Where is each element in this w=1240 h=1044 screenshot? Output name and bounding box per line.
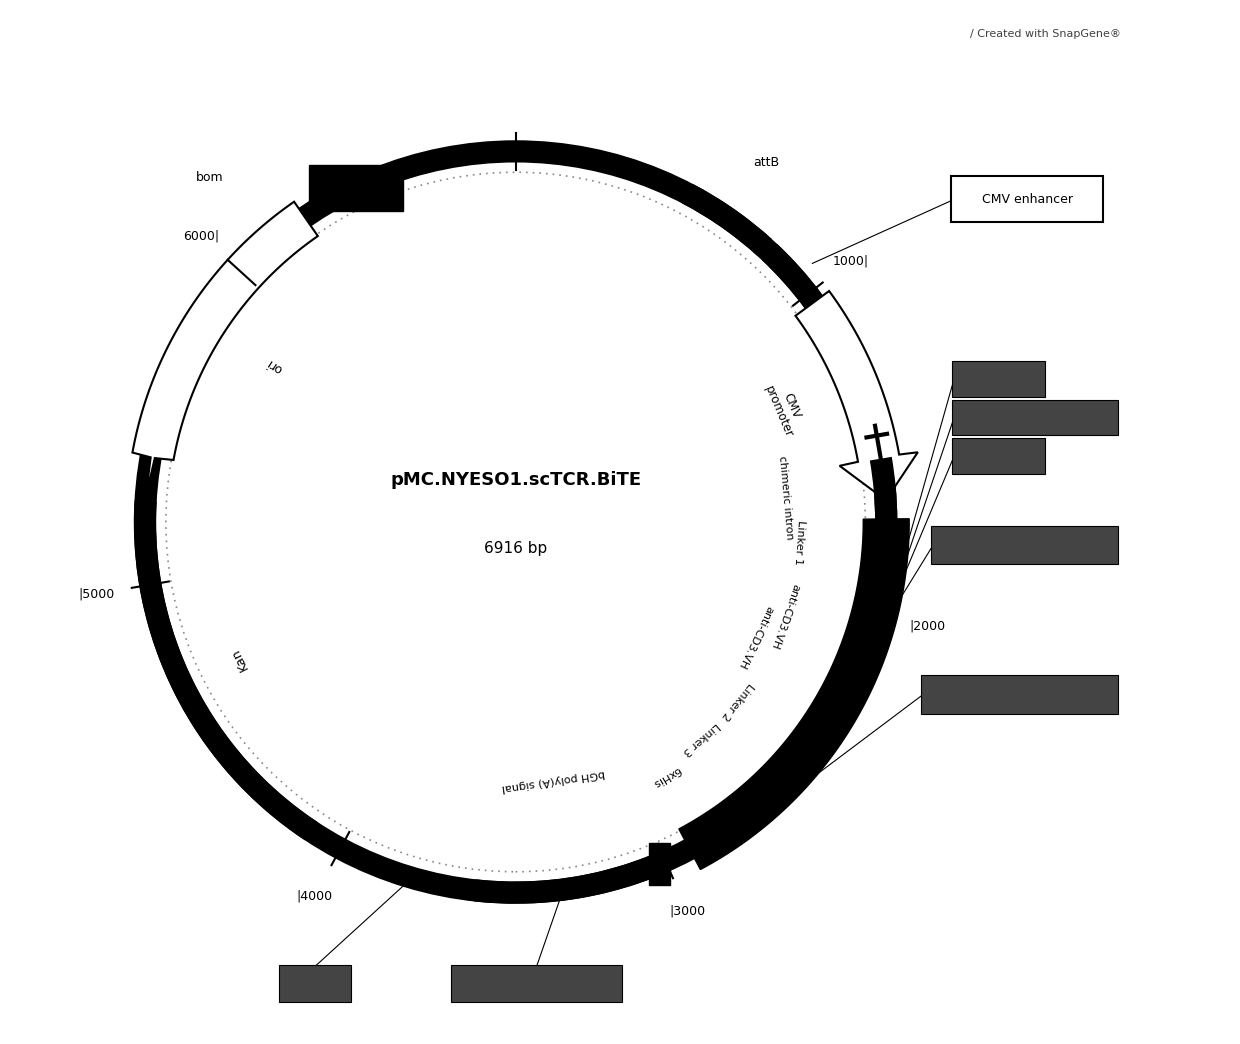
Text: anti-CD3.VH: anti-CD3.VH — [737, 603, 775, 670]
Text: attB: attB — [753, 156, 780, 169]
Bar — [309, 165, 403, 211]
Text: 6xHis: 6xHis — [650, 764, 682, 788]
Polygon shape — [678, 519, 909, 870]
Polygon shape — [133, 201, 317, 499]
Text: Linker 3: Linker 3 — [681, 720, 720, 757]
Text: ori: ori — [264, 356, 285, 376]
FancyBboxPatch shape — [451, 965, 622, 1002]
Text: |4000: |4000 — [296, 889, 332, 903]
Text: bGH poly(A) signal: bGH poly(A) signal — [501, 768, 605, 792]
Polygon shape — [796, 291, 918, 500]
Text: 6916 bp: 6916 bp — [484, 541, 547, 555]
Bar — [689, 831, 719, 852]
Text: Linker 2: Linker 2 — [719, 681, 755, 722]
Text: Linker 1: Linker 1 — [794, 520, 806, 566]
Text: 6000|: 6000| — [184, 230, 219, 242]
FancyBboxPatch shape — [951, 176, 1104, 222]
FancyBboxPatch shape — [952, 438, 1045, 474]
Text: bom: bom — [196, 171, 223, 184]
Circle shape — [174, 181, 857, 863]
FancyBboxPatch shape — [952, 400, 1118, 435]
Text: / Created with SnapGene®: / Created with SnapGene® — [970, 29, 1121, 40]
FancyBboxPatch shape — [920, 675, 1118, 714]
Text: |5000: |5000 — [78, 588, 115, 600]
FancyBboxPatch shape — [279, 965, 351, 1002]
FancyBboxPatch shape — [931, 526, 1118, 564]
Text: CMV
promoter: CMV promoter — [761, 378, 808, 440]
Text: CMV enhancer: CMV enhancer — [982, 193, 1073, 206]
Text: pMC.NYESO1.scTCR.BiTE: pMC.NYESO1.scTCR.BiTE — [391, 471, 641, 490]
Text: chimeric intron: chimeric intron — [777, 455, 795, 540]
Text: 1000|: 1000| — [832, 254, 869, 267]
FancyBboxPatch shape — [952, 361, 1045, 397]
Text: |3000: |3000 — [670, 904, 706, 917]
Text: Kan: Kan — [228, 645, 250, 672]
Bar — [649, 843, 670, 884]
Text: anti-CD3.VH: anti-CD3.VH — [769, 583, 801, 650]
Text: |2000: |2000 — [910, 619, 946, 632]
